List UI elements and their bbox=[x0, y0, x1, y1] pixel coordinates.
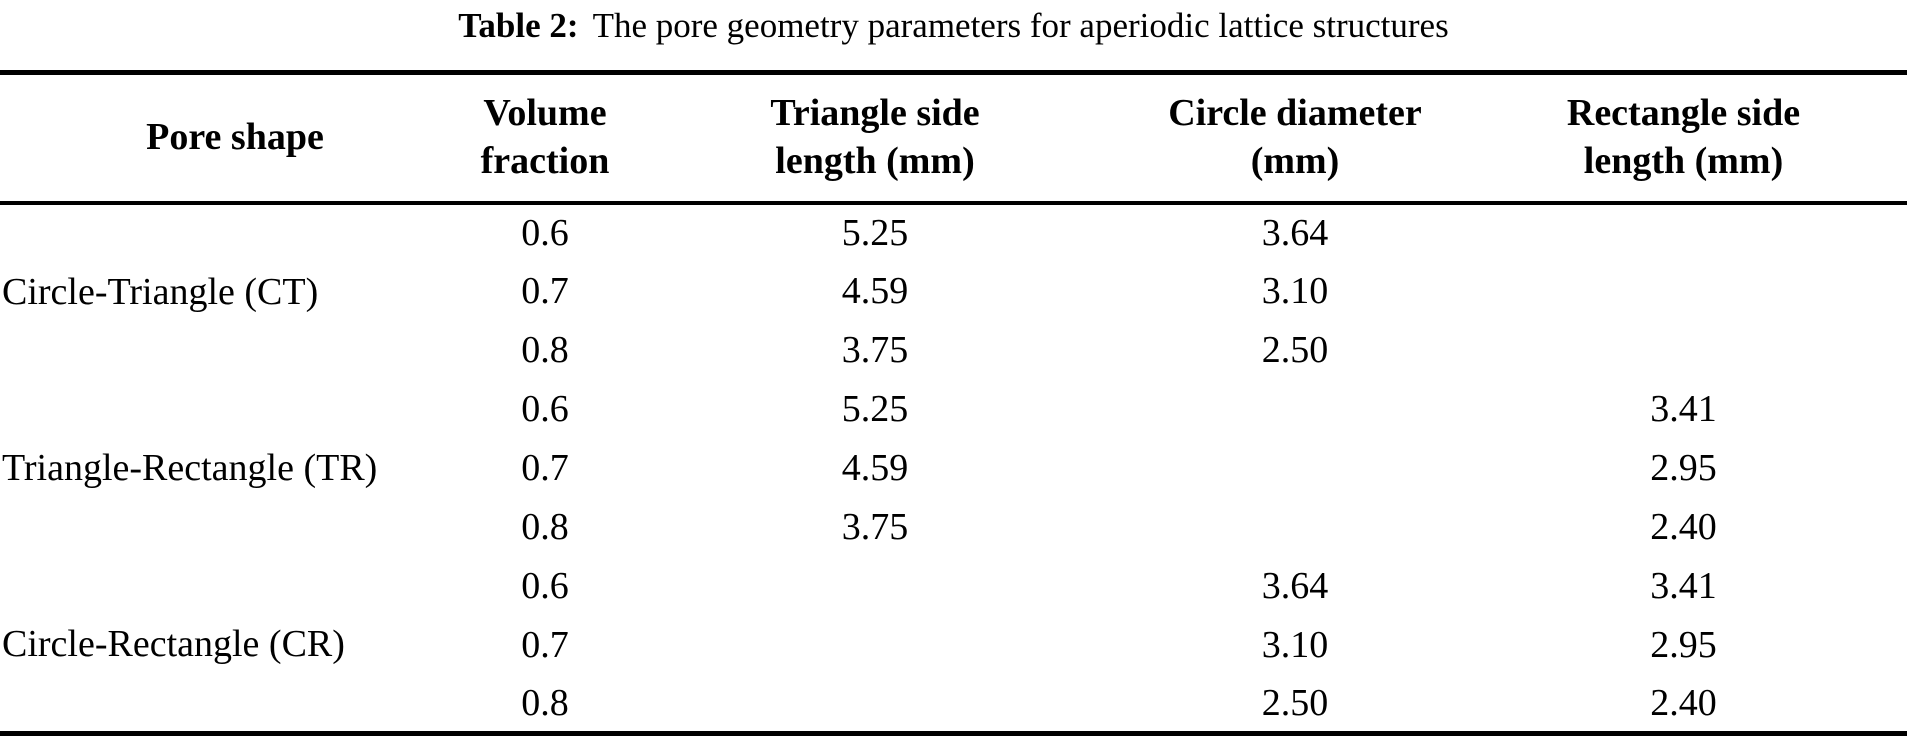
cell-circle-diameter: 3.64 bbox=[1261, 212, 1329, 254]
pore-geometry-table: Pore shape Volume fraction Triangle side… bbox=[0, 70, 1907, 736]
header-volume-fraction-line1: Volume bbox=[483, 91, 607, 134]
table-caption-text: The pore geometry parameters for aperiod… bbox=[592, 6, 1449, 45]
cell-triangle-side: 5.25 bbox=[841, 388, 909, 430]
cell-circle-diameter: 2.50 bbox=[1261, 681, 1329, 724]
table-row: Circle-Rectangle (CR) 0.6 3.64 3.41 bbox=[0, 557, 1907, 665]
cell-triangle-side: 3.75 bbox=[841, 329, 909, 371]
header-triangle-side: Triangle side length (mm) bbox=[620, 72, 1130, 205]
header-circle-diameter-line2: (mm) bbox=[1250, 139, 1340, 182]
cell-rectangle-side: 2.40 bbox=[1650, 681, 1717, 724]
header-rectangle-side-line1: Rectangle side bbox=[1566, 91, 1801, 134]
cell-volume-fraction: 0.8 bbox=[521, 329, 569, 371]
cell-triangle-side: 3.75 bbox=[841, 506, 909, 548]
header-volume-fraction-line2: fraction bbox=[480, 139, 610, 182]
cell-triangle-side: 4.59 bbox=[841, 270, 909, 312]
header-row: Pore shape Volume fraction Triangle side… bbox=[0, 72, 1907, 205]
table-caption-label: Table 2: bbox=[458, 6, 579, 45]
cell-volume-fraction: 0.7 bbox=[521, 447, 569, 489]
table-row: 0.7 4.59 3.10 bbox=[0, 262, 1907, 321]
cell-circle-diameter: 3.10 bbox=[1261, 270, 1329, 312]
cell-rectangle-side: 3.41 bbox=[1650, 388, 1717, 430]
cell-volume-fraction: 0.6 bbox=[521, 388, 569, 430]
table-header: Pore shape Volume fraction Triangle side… bbox=[0, 72, 1907, 205]
cell-circle-diameter: 3.10 bbox=[1261, 624, 1329, 666]
cell-pore-shape-cr: Circle-Rectangle (CR) bbox=[2, 622, 345, 665]
cell-volume-fraction: 0.7 bbox=[521, 270, 569, 312]
header-triangle-side-line1: Triangle side bbox=[770, 91, 980, 134]
table-caption: Table 2: The pore geometry parameters for… bbox=[0, 4, 1907, 48]
cell-rectangle-side: 3.41 bbox=[1650, 565, 1717, 607]
header-rectangle-side: Rectangle side length (mm) bbox=[1460, 72, 1907, 205]
table-body: Circle-Triangle (CT) 0.6 5.25 3.64 0.7 4… bbox=[0, 203, 1907, 734]
cell-volume-fraction: 0.8 bbox=[521, 681, 569, 724]
cell-circle-diameter bbox=[1130, 439, 1460, 498]
cell-rectangle-side: 2.95 bbox=[1650, 447, 1717, 489]
table-row: Triangle-Rectangle (TR) 0.6 5.25 3.41 bbox=[0, 380, 1907, 489]
table-row: 0.8 2.50 2.40 bbox=[0, 675, 1907, 734]
cell-volume-fraction: 0.6 bbox=[521, 212, 569, 254]
header-volume-fraction: Volume fraction bbox=[470, 72, 620, 205]
header-rectangle-side-line2: length (mm) bbox=[1583, 139, 1784, 182]
table-row: 0.7 4.59 2.95 bbox=[0, 439, 1907, 498]
cell-circle-diameter: 3.64 bbox=[1261, 565, 1329, 607]
cell-pore-shape-ct: Circle-Triangle (CT) bbox=[2, 271, 319, 313]
header-triangle-side-line2: length (mm) bbox=[775, 139, 975, 182]
cell-rectangle-side bbox=[1460, 321, 1907, 380]
cell-circle-diameter bbox=[1130, 498, 1460, 557]
header-pore-shape-label: Pore shape bbox=[146, 115, 324, 158]
cell-volume-fraction: 0.8 bbox=[521, 506, 569, 548]
table-row: 0.8 3.75 2.40 bbox=[0, 498, 1907, 557]
table-row: 0.7 3.10 2.95 bbox=[0, 616, 1907, 675]
cell-triangle-side: 4.59 bbox=[841, 447, 909, 489]
cell-rectangle-side: 2.95 bbox=[1650, 624, 1717, 666]
cell-circle-diameter: 2.50 bbox=[1261, 329, 1329, 371]
cell-triangle-side: 5.25 bbox=[841, 212, 909, 254]
cell-rectangle-side: 2.40 bbox=[1650, 506, 1717, 548]
table-row: 0.8 3.75 2.50 bbox=[0, 321, 1907, 380]
table-row: Circle-Triangle (CT) 0.6 5.25 3.64 bbox=[0, 203, 1907, 313]
header-circle-diameter-line1: Circle diameter bbox=[1168, 91, 1422, 134]
cell-rectangle-side bbox=[1460, 203, 1907, 262]
cell-triangle-side bbox=[620, 675, 1130, 734]
cell-circle-diameter bbox=[1130, 380, 1460, 439]
header-circle-diameter: Circle diameter (mm) bbox=[1130, 72, 1460, 205]
cell-volume-fraction: 0.7 bbox=[521, 624, 569, 666]
cell-triangle-side bbox=[620, 616, 1130, 675]
cell-pore-shape-tr: Triangle-Rectangle (TR) bbox=[2, 447, 378, 489]
header-pore-shape: Pore shape bbox=[0, 72, 470, 205]
cell-rectangle-side bbox=[1460, 262, 1907, 321]
cell-volume-fraction: 0.6 bbox=[521, 565, 569, 607]
cell-triangle-side bbox=[620, 557, 1130, 616]
